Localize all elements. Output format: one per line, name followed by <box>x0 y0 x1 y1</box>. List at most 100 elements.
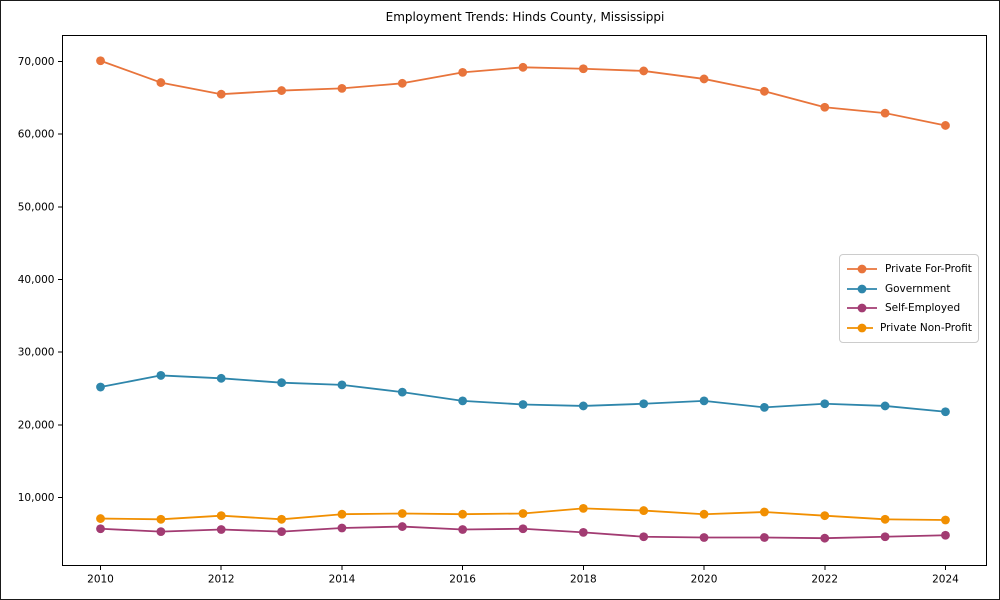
legend-label: Self-Employed <box>885 302 961 315</box>
data-point <box>578 401 588 411</box>
y-tick-label: 60,000 <box>18 129 55 141</box>
y-tick-label: 40,000 <box>18 274 55 286</box>
data-point <box>216 511 226 521</box>
data-point <box>277 527 286 537</box>
x-tick-label: 2014 <box>329 574 356 586</box>
data-point <box>760 86 769 96</box>
legend-marker-icon <box>847 303 877 313</box>
y-tick-label: 70,000 <box>18 56 55 68</box>
data-point <box>156 371 166 380</box>
data-point <box>518 62 528 72</box>
x-tick-label: 2024 <box>932 574 959 586</box>
data-point <box>639 399 649 409</box>
data-point <box>216 525 226 534</box>
x-tick-label: 2020 <box>691 574 718 586</box>
data-point <box>760 507 769 517</box>
data-point <box>458 509 468 519</box>
y-tick-label: 50,000 <box>18 201 55 213</box>
data-point <box>518 400 528 409</box>
x-tick-label: 2018 <box>570 574 597 586</box>
data-point <box>156 514 166 524</box>
data-point <box>880 108 890 118</box>
x-tick-label: 2012 <box>208 574 235 586</box>
data-point <box>941 530 950 540</box>
data-point <box>277 86 286 95</box>
data-point <box>397 522 407 531</box>
legend-item-government: Government <box>846 279 972 299</box>
data-point <box>760 402 769 412</box>
data-point <box>699 533 709 542</box>
data-point <box>699 509 709 519</box>
data-point <box>96 382 105 392</box>
data-point <box>458 525 468 534</box>
data-point <box>880 401 890 411</box>
legend-item-self-employed: Self-Employed <box>846 299 972 319</box>
data-point <box>458 396 468 406</box>
data-point <box>458 68 468 77</box>
series-self-employed <box>96 522 950 543</box>
x-tick-label: 2010 <box>87 574 114 586</box>
legend-label: Private Non-Profit <box>879 322 972 335</box>
data-point <box>639 532 649 542</box>
data-point <box>337 83 347 93</box>
x-tick-label: 2022 <box>811 574 838 586</box>
legend-label: Government <box>885 282 951 295</box>
legend-marker-icon <box>847 323 873 333</box>
data-point <box>880 514 890 524</box>
legend-point-sample <box>857 303 867 313</box>
chart-title: Employment Trends: Hinds County, Mississ… <box>385 10 665 24</box>
data-point <box>820 533 830 543</box>
data-point <box>639 506 649 515</box>
legend-marker-icon <box>847 264 877 274</box>
data-point <box>96 514 105 523</box>
data-point <box>277 378 286 388</box>
y-tick-label: 10,000 <box>18 492 55 504</box>
data-point <box>518 524 528 534</box>
series-private-for-profit <box>96 56 950 130</box>
y-tick-label: 30,000 <box>18 347 55 359</box>
data-point <box>639 66 649 76</box>
data-point <box>216 373 226 383</box>
data-point <box>760 533 769 542</box>
data-point <box>397 387 407 397</box>
data-point <box>941 407 950 417</box>
data-point <box>518 509 528 518</box>
y-tick-label: 20,000 <box>18 419 55 431</box>
data-point <box>699 396 709 406</box>
data-point <box>96 524 105 534</box>
legend-marker-icon <box>847 284 877 294</box>
data-point <box>941 121 950 130</box>
legend-point-sample <box>857 264 867 274</box>
data-point <box>820 399 830 409</box>
data-point <box>578 503 588 513</box>
data-point <box>941 515 950 525</box>
data-point <box>578 64 588 74</box>
data-point <box>96 56 105 66</box>
data-point <box>337 523 347 533</box>
legend: Private For-Profit Government Self-Employe… <box>839 254 979 343</box>
legend-label: Private For-Profit <box>885 262 972 275</box>
legend-item-private-for-profit: Private For-Profit <box>846 259 972 279</box>
series-private-non-profit <box>96 503 950 525</box>
data-point <box>337 380 347 390</box>
data-point <box>337 509 347 519</box>
data-point <box>699 74 709 84</box>
data-point <box>397 509 407 518</box>
data-point <box>578 527 588 537</box>
x-tick-label: 2016 <box>449 574 476 586</box>
data-point <box>277 514 286 524</box>
data-point <box>156 78 166 87</box>
data-point <box>397 78 407 88</box>
legend-point-sample <box>857 284 867 294</box>
legend-point-sample <box>857 323 867 333</box>
plot-frame <box>62 35 987 566</box>
data-point <box>820 102 830 112</box>
series-government <box>96 371 950 417</box>
data-point <box>216 89 226 99</box>
data-point <box>156 527 166 537</box>
legend-item-private-non-profit: Private Non-Profit <box>846 318 972 338</box>
data-point <box>820 511 830 521</box>
data-point <box>880 532 890 542</box>
